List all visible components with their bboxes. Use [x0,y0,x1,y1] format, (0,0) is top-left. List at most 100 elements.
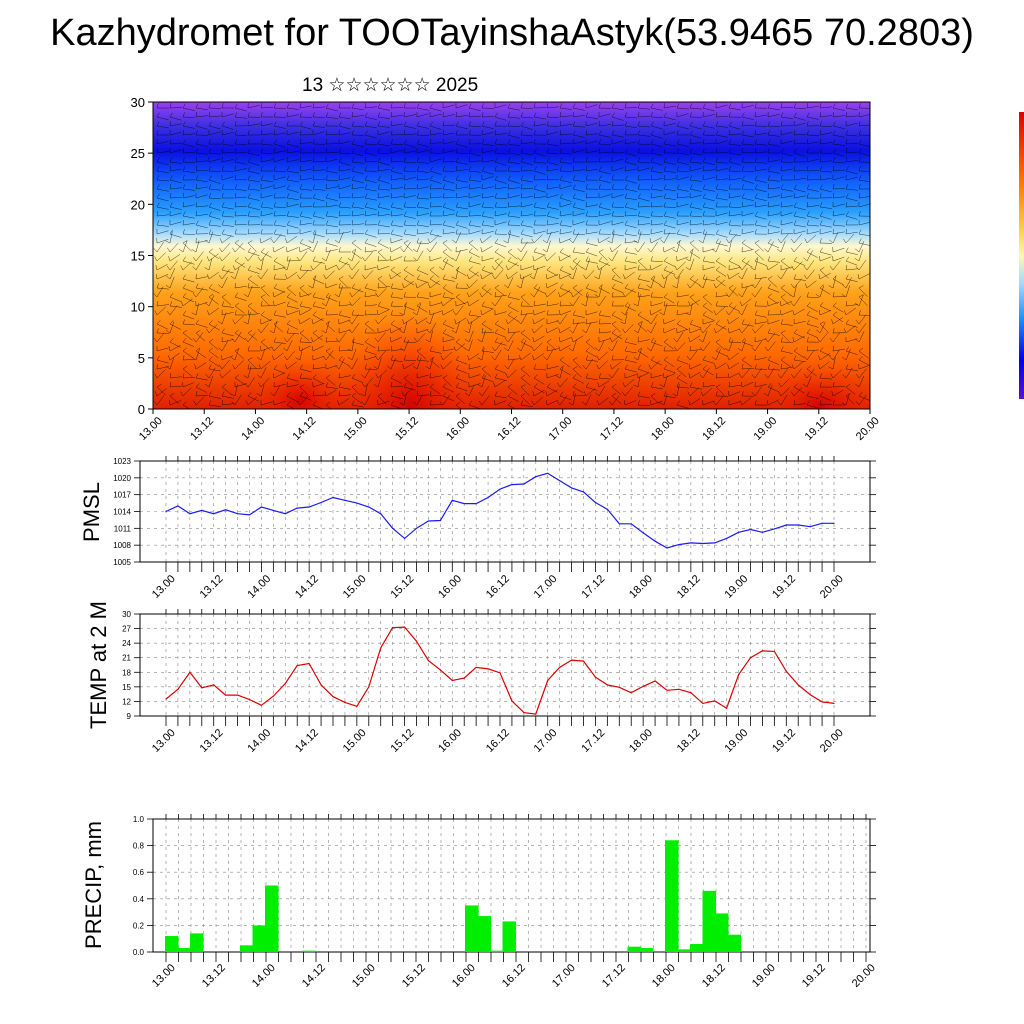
wind-barb [351,233,364,235]
wind-barb [793,170,806,172]
wind-barb-flag [154,373,158,379]
wind-barb [260,287,270,297]
wind-barb-flag [780,356,786,361]
wind-barb-flag [505,373,509,379]
wind-barb [728,125,741,130]
wind-barb-flag [806,319,810,325]
wind-barb [533,265,546,271]
wind-barb-flag [841,356,847,361]
wind-barb-flag [260,311,265,316]
wind-barb [338,375,351,379]
wind-barb-flag [338,193,341,199]
wind-barb-flag [559,139,562,145]
wind-barb-flag [217,320,223,325]
wind-barb-flag [377,211,379,217]
wind-barb [221,235,232,244]
wind-barb-flag [413,257,418,262]
wind-barb [624,374,637,379]
wind-barb [663,269,676,275]
wind-barb [195,251,204,262]
wind-barb-flag [715,193,719,199]
wind-barb-flag [312,329,318,334]
wind-barb [572,140,585,145]
wind-barb-flag [572,357,578,361]
wind-barb [559,203,572,208]
wind-barb-flag [714,364,717,370]
wind-barb-flag [480,274,483,280]
wind-barb-flag [819,193,822,199]
wind-barb [780,300,793,307]
wind-barb-flag [348,328,353,334]
wind-barb [403,278,415,286]
wind-barb-flag [348,265,353,271]
wind-barb [377,329,390,334]
wind-barb-flag [325,229,328,235]
wind-barb-flag [532,337,535,343]
wind-barb [325,350,335,360]
wind-barb [585,251,598,257]
wind-barb-flag [169,157,173,163]
wind-barb [286,361,297,370]
wind-barb-flag [650,275,655,280]
wind-barb-flag [637,211,641,217]
wind-barb-flag [789,294,795,298]
wind-barb-flag [338,166,340,172]
wind-barb [533,251,546,256]
wind-barb-flag [468,184,470,190]
wind-barb [663,170,676,173]
wind-barb-flag [192,292,197,298]
wind-barb-flag [399,330,405,334]
wind-barb [260,133,273,136]
wind-barb [728,305,737,316]
wind-barb [702,134,715,137]
wind-barb [507,305,519,313]
wind-barb-flag [234,229,237,235]
wind-barb [598,221,611,226]
wind-barb [546,252,556,262]
wind-barb-flag [715,175,718,181]
data-point [761,650,764,652]
wind-barb [689,188,702,192]
wind-barb [416,232,429,235]
wind-barb [806,368,817,377]
wind-barb [377,259,390,262]
wind-barb [429,170,442,175]
wind-barb [832,224,845,227]
data-point [642,532,644,534]
wind-barb-flag [208,229,212,235]
wind-barb-flag [649,265,652,271]
wind-barb-flag [841,294,847,298]
wind-barb [338,278,348,288]
wind-barb [728,240,732,253]
wind-barb-flag [286,392,291,397]
wind-barb-flag [728,302,733,307]
wind-barb [234,350,245,360]
wind-barb [806,250,813,262]
wind-barb-flag [416,348,422,352]
wind-barb [793,152,806,157]
wind-barb-flag [728,121,732,127]
wind-barb [559,377,569,388]
wind-barb-flag [819,391,824,397]
wind-barb-flag [663,211,667,217]
wind-barb [650,309,662,316]
wind-barb-flag [416,121,420,127]
wind-barb-flag [754,229,757,235]
wind-barb [299,159,312,163]
wind-barb [377,369,388,379]
wind-barb-flag [715,202,718,208]
wind-barb-flag [156,130,159,136]
wind-barb [273,341,286,344]
wind-barb [221,369,232,379]
data-point [427,660,430,662]
wind-barb-flag [533,301,535,307]
wind-barb [663,131,676,136]
wind-barb [715,306,726,316]
wind-barb-flag [571,337,574,343]
wind-barb [312,215,325,219]
wind-barb-flag [663,229,666,235]
wind-barb [377,143,390,147]
wind-barb [637,116,650,118]
wind-barb-flag [725,292,730,298]
wind-barb [702,305,713,314]
